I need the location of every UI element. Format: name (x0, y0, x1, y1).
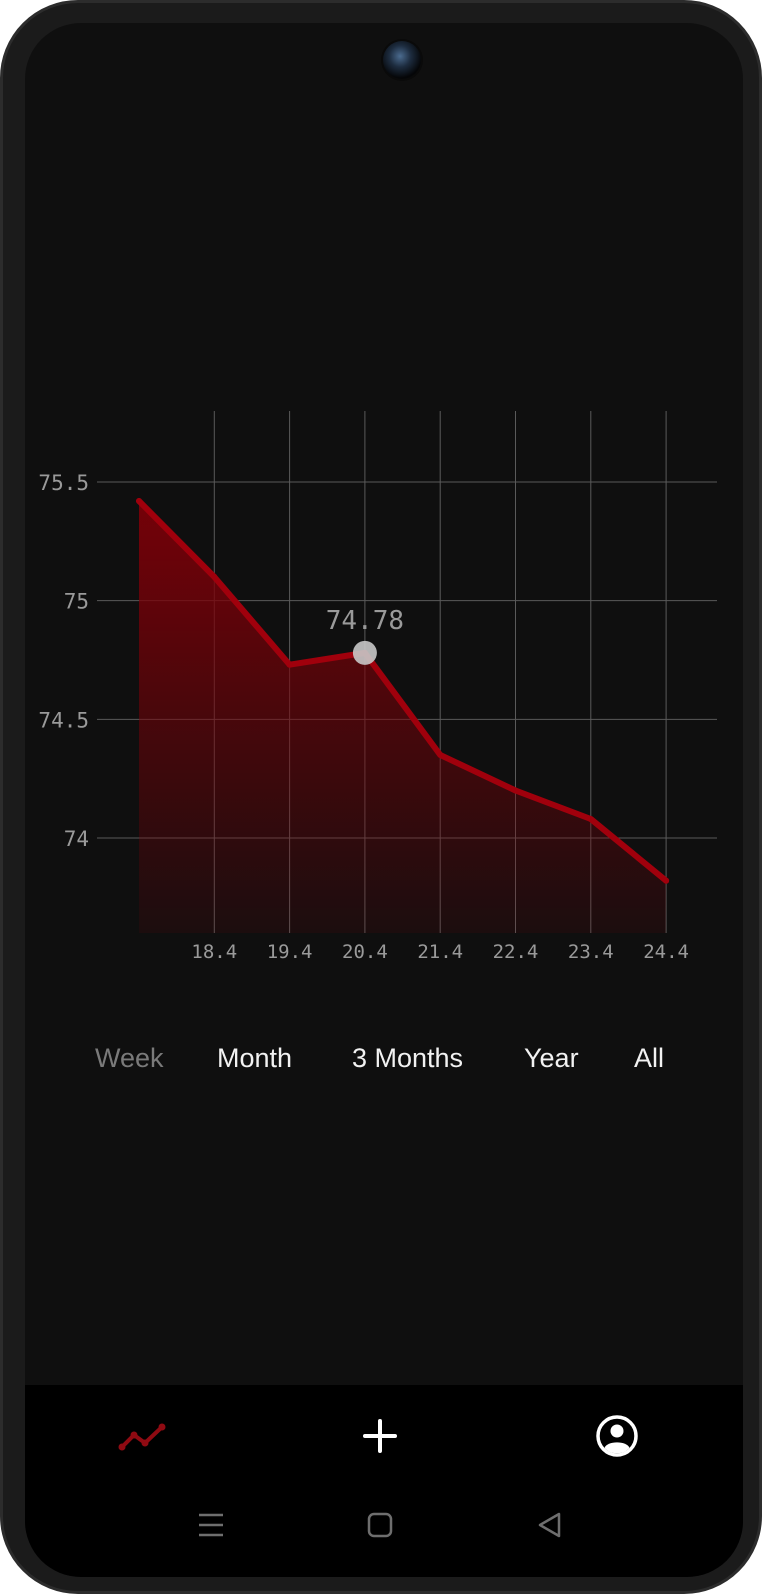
range-month[interactable]: Month (217, 1043, 293, 1073)
range-year[interactable]: Year (524, 1043, 579, 1073)
x-tick-label: 22.4 (493, 941, 539, 963)
back-triangle-icon (538, 1512, 561, 1538)
front-camera (383, 41, 421, 79)
area-fill (139, 501, 667, 933)
range-3-months[interactable]: 3 Months (352, 1043, 464, 1073)
home-square-icon (367, 1512, 393, 1538)
x-tick-label: 18.4 (191, 941, 237, 963)
account-circle-icon (596, 1415, 638, 1457)
x-tick-label: 19.4 (267, 941, 313, 963)
x-tick-label: 23.4 (568, 941, 614, 963)
data-point (663, 877, 670, 884)
data-point (437, 751, 444, 758)
system-menu-button[interactable] (191, 1505, 231, 1545)
range-week[interactable]: Week (95, 1043, 164, 1073)
data-point (211, 573, 218, 580)
highlight-value-label: 74.78 (326, 606, 404, 636)
bottom-navigation (25, 1385, 743, 1577)
y-tick-label: 74.5 (38, 708, 89, 732)
x-tick-label: 24.4 (643, 941, 689, 963)
time-range-selector: Week Month 3 Months Year All (25, 1043, 743, 1093)
trend-line-icon (118, 1423, 166, 1451)
nav-profile-button[interactable] (587, 1409, 647, 1463)
data-point (136, 497, 142, 504)
x-axis-labels: 18.4 19.4 20.4 21.4 22.4 23.4 24.4 (191, 941, 689, 963)
data-point (587, 816, 594, 823)
data-point (286, 661, 293, 668)
range-all[interactable]: All (634, 1043, 665, 1073)
series-line (136, 498, 670, 884)
highlight-marker[interactable] (352, 640, 377, 665)
weight-chart[interactable]: 75.5 75 74.5 74 18.4 19.4 20.4 21.4 22.4 23.4 24.… (25, 23, 743, 983)
data-point (512, 787, 519, 794)
nav-add-button[interactable] (350, 1409, 410, 1463)
system-back-button[interactable] (530, 1505, 570, 1545)
system-home-button[interactable] (360, 1505, 400, 1545)
y-tick-label: 75 (64, 590, 89, 614)
x-tick-label: 20.4 (342, 941, 388, 963)
plus-icon (363, 1419, 397, 1453)
y-axis-labels: 75.5 75 74.5 74 (38, 471, 89, 851)
y-tick-label: 74 (64, 827, 89, 851)
menu-icon (199, 1513, 223, 1537)
y-tick-label: 75.5 (38, 471, 89, 495)
nav-chart-button[interactable] (113, 1409, 173, 1463)
x-tick-label: 21.4 (417, 941, 463, 963)
screen: 75.5 75 74.5 74 18.4 19.4 20.4 21.4 22.4 23.4 24.… (25, 23, 743, 1577)
